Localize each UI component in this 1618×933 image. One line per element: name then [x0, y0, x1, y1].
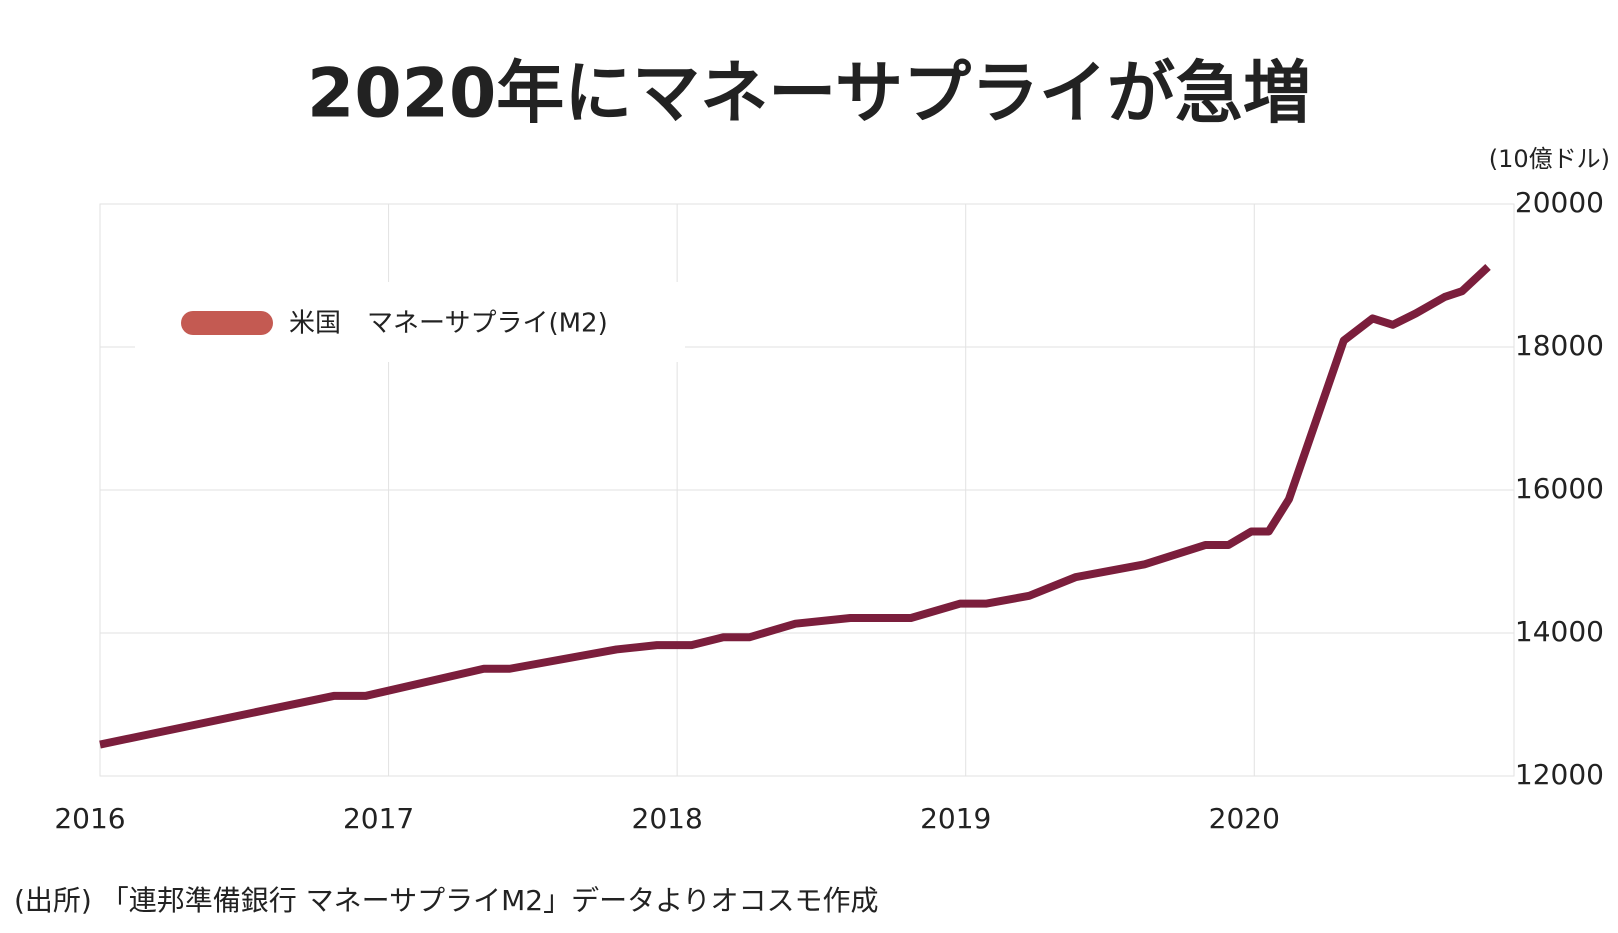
chart-title: 2020年にマネーサプライが急増	[307, 55, 1311, 134]
x-tick-label: 2016	[54, 802, 125, 835]
x-tick-label: 2018	[632, 802, 703, 835]
y-tick-label: 14000	[1515, 615, 1604, 648]
x-tick-label: 2017	[343, 802, 414, 835]
y-tick-label: 20000	[1515, 186, 1604, 219]
x-tick-label: 2020	[1209, 802, 1280, 835]
y-unit: (10億ドル)	[1489, 145, 1610, 173]
legend-swatch	[181, 311, 273, 335]
y-tick-label: 12000	[1515, 758, 1604, 791]
data-line	[99, 263, 1491, 749]
x-tick-label: 2019	[920, 802, 991, 835]
y-tick-label: 18000	[1515, 329, 1604, 362]
source-note: (出所) 「連邦準備銀行 マネーサプライM2」データよりオコスモ作成	[14, 884, 879, 917]
legend-label: 米国 マネーサプライ(M2)	[289, 309, 608, 339]
y-tick-label: 16000	[1515, 472, 1604, 505]
